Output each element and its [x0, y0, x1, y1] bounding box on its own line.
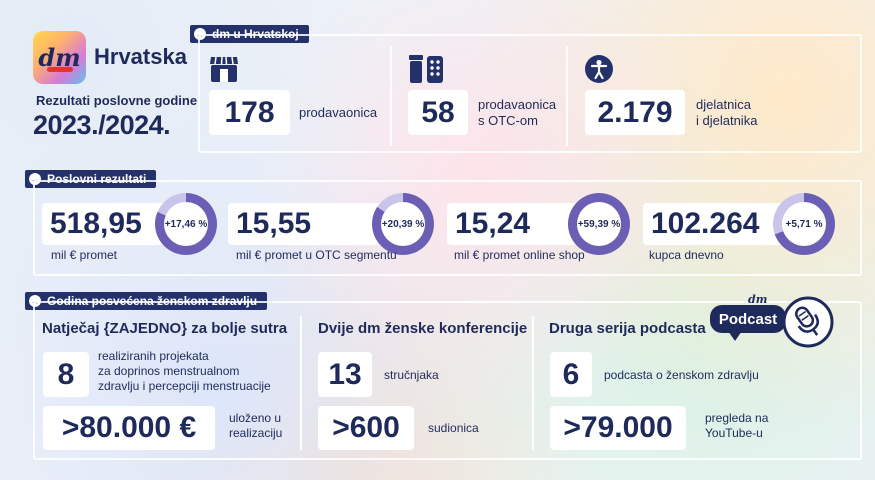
- stat-otc-label: prodavaonica s OTC-om: [478, 97, 557, 129]
- logo-swoosh: [47, 67, 73, 72]
- stat-stores-value: 178: [209, 90, 290, 135]
- contest-investment-value: >80.000 €: [43, 406, 215, 450]
- column-title-contest: Natječaj {ZAJEDNO} za bolje sutra: [42, 320, 288, 337]
- womens-health-panel: [33, 301, 862, 460]
- section-tag-results: → Poslovni rezultati: [25, 170, 157, 188]
- microphone-icon: [782, 296, 834, 348]
- growth-ring: +17,46 %: [155, 193, 217, 255]
- conference-experts-value: 13: [318, 352, 372, 397]
- result-customers-label: kupca dnevno: [649, 248, 724, 262]
- person-icon: [585, 55, 613, 83]
- podcast-badge-brand: dm: [748, 293, 768, 306]
- conference-attendees-label: sudionica: [428, 421, 479, 435]
- growth-ring: +5,71 %: [773, 193, 835, 255]
- contest-projects-value: 8: [43, 352, 89, 397]
- podcast-bubble-tail: [728, 331, 742, 341]
- result-revenue-label: mil € promet: [51, 248, 118, 262]
- conference-experts-label: stručnjaka: [384, 368, 439, 382]
- growth-ring-label: +5,71 %: [782, 202, 826, 246]
- column-title-conferences: Dvije dm ženske konferencije: [318, 320, 528, 337]
- arrow-icon: →: [29, 173, 41, 185]
- conference-attendees-value: >600: [318, 406, 414, 450]
- result-otc-label: mil € promet u OTC segmentu: [236, 248, 397, 262]
- contest-investment-label: uloženo u realizaciju: [229, 411, 283, 440]
- growth-ring-label: +17,46 %: [164, 202, 208, 246]
- results-panel: [33, 180, 862, 276]
- podcast-episodes-label: podcasta o ženskom zdravlju: [604, 368, 759, 382]
- stat-otc-value: 58: [408, 90, 468, 135]
- growth-ring: +59,39 %: [568, 193, 630, 255]
- report-subtitle: Rezultati poslovne godine: [36, 93, 198, 108]
- podcast-views-value: >79.000: [550, 406, 686, 450]
- column-title-podcast: Druga serija podcasta: [549, 320, 706, 337]
- result-online-value: 15,24: [447, 203, 583, 245]
- otc-pharmacy-icon: [409, 55, 443, 83]
- result-otc-value: 15,55: [228, 203, 383, 245]
- divider: [300, 316, 302, 450]
- podcast-badge-text: Podcast: [718, 310, 778, 328]
- country-title: Hrvatska: [94, 44, 187, 69]
- stat-stores-label: prodavaonica: [299, 105, 378, 120]
- stat-employees-value: 2.179: [585, 90, 685, 135]
- podcast-bubble: Podcast: [710, 305, 786, 333]
- divider: [390, 46, 392, 146]
- growth-ring-label: +59,39 %: [577, 202, 621, 246]
- dm-logo: dm: [33, 31, 86, 84]
- growth-ring: +20,39 %: [372, 193, 434, 255]
- podcast-episodes-value: 6: [550, 352, 592, 397]
- stat-employees-label: djelatnica i djelatnika: [696, 97, 758, 129]
- report-year: 2023./2024.: [33, 110, 171, 140]
- dm-hr-panel: [198, 34, 862, 153]
- store-icon: [210, 56, 238, 82]
- divider: [566, 46, 568, 146]
- podcast-views-label: pregleda na YouTube-u: [705, 411, 769, 440]
- logo-text: dm: [38, 42, 81, 72]
- contest-projects-label: realiziranih projekata za doprinos menst…: [98, 349, 271, 393]
- result-online-label: mil € promet online shop: [454, 248, 585, 262]
- result-customers-value: 102.264: [643, 203, 788, 245]
- podcast-badge: dm Podcast: [708, 293, 838, 353]
- section-tag-label: Poslovni rezultati: [47, 172, 147, 186]
- growth-ring-label: +20,39 %: [381, 202, 425, 246]
- result-revenue-value: 518,95: [42, 203, 172, 245]
- divider: [532, 316, 534, 450]
